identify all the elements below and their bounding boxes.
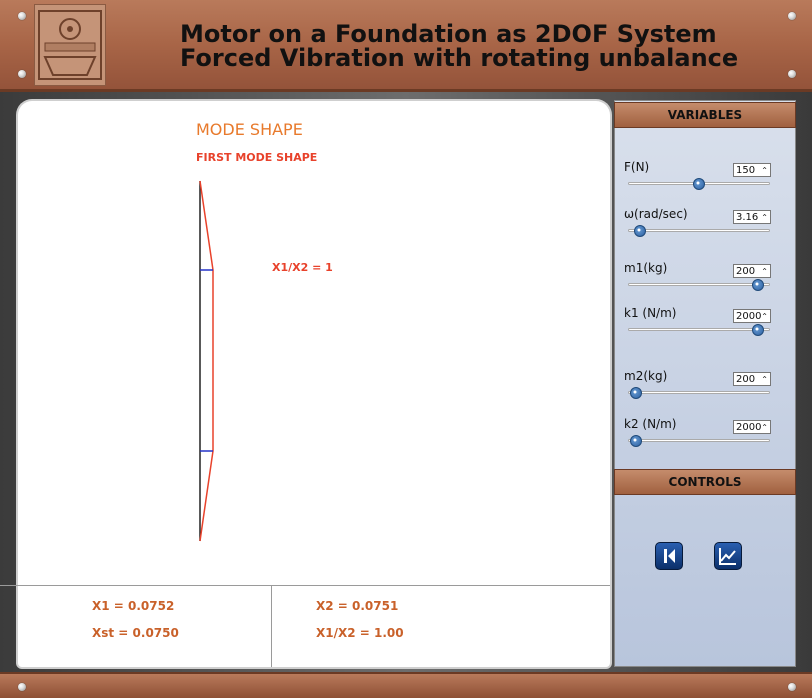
variables-header-label: VARIABLES [667,108,743,122]
mode-shape-curve [199,180,214,542]
controls-header-label: CONTROLS [668,475,742,489]
back-icon [664,549,675,563]
variable-select-value: 2000 [736,311,762,322]
variable-label: m1(kg) [624,261,668,275]
variable-slider[interactable] [628,387,770,399]
slider-thumb[interactable] [751,324,764,336]
variable-select-value: 200 [736,266,756,277]
footer-bar [0,672,812,698]
variable-select-value: 150 [736,165,756,176]
variable-select[interactable]: 200 ⌃ [733,264,771,278]
institute-logo [34,4,106,86]
stepper-icon: ⌃ [761,166,768,175]
ratio-result: X1/X2 = 1.00 [316,626,404,640]
graph-icon [719,548,736,565]
variable-select-value: 2000 [736,422,762,433]
rivet-icon [18,12,26,20]
variable-label: ω(rad/sec) [624,207,688,221]
variable-select-value: 3.16 [736,212,759,223]
stepper-icon: ⌃ [761,312,768,321]
slider-thumb[interactable] [630,387,642,399]
mode-shape-subtitle: FIRST MODE SHAPE [196,151,318,164]
stepper-icon: ⌃ [761,423,768,432]
variable-select[interactable]: 3.16 ⌃ [733,210,771,224]
rivet-icon [18,70,26,78]
variable-slider[interactable] [628,178,770,190]
variable-slider[interactable] [628,435,770,447]
variable-select[interactable]: 2000 ⌃ [733,420,771,434]
back-button[interactable] [655,542,683,570]
variable-slider[interactable] [628,225,770,237]
variable-label: k2 (N/m) [624,417,677,431]
results-divider [271,585,272,667]
title-line-1: Motor on a Foundation as 2DOF System [180,20,717,48]
rivet-icon [788,12,796,20]
rivet-icon [18,683,26,691]
x1-result: X1 = 0.0752 [92,599,175,613]
title-line-2: Forced Vibration with rotating unbalance [180,44,739,72]
xst-result: Xst = 0.0750 [92,626,179,640]
rivet-icon [788,683,796,691]
variable-select[interactable]: 2000 ⌃ [733,309,771,323]
stepper-icon: ⌃ [761,267,768,276]
variables-header: VARIABLES [614,102,796,128]
variable-select[interactable]: 150 ⌃ [733,163,771,177]
slider-thumb[interactable] [634,225,647,237]
page-title: Motor on a Foundation as 2DOF System For… [180,22,740,70]
slider-thumb[interactable] [630,435,642,447]
variable-slider[interactable] [628,324,770,336]
stepper-icon: ⌃ [761,213,768,222]
variable-label: F(N) [624,160,650,174]
variable-slider[interactable] [628,279,770,291]
graph-button[interactable] [714,542,742,570]
controls-header: CONTROLS [614,469,796,495]
slider-thumb[interactable] [751,279,764,291]
results-area [0,585,610,668]
variable-select-value: 200 [736,374,756,385]
slider-thumb[interactable] [693,178,705,190]
variable-select[interactable]: 200 ⌃ [733,372,771,386]
variable-label: k1 (N/m) [624,306,677,320]
x2-result: X2 = 0.0751 [316,599,399,613]
rivet-icon [788,70,796,78]
stepper-icon: ⌃ [761,375,768,384]
ratio-annotation: X1/X2 = 1 [272,261,333,274]
header-bar: Motor on a Foundation as 2DOF System For… [0,0,812,92]
variable-label: m2(kg) [624,369,668,383]
mode-shape-title: MODE SHAPE [196,120,303,139]
plot-panel [18,101,610,667]
